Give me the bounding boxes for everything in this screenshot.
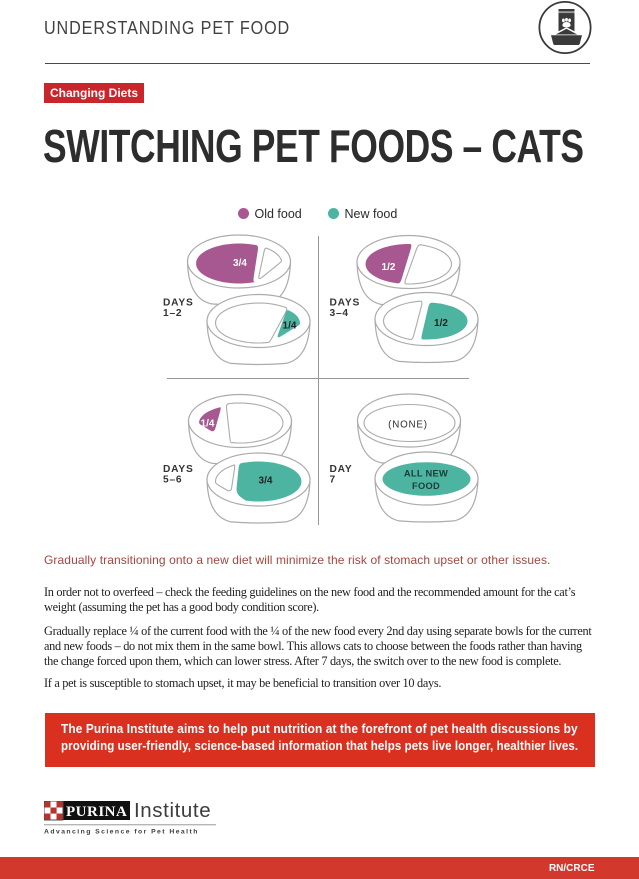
svg-text:DAYS: DAYS <box>163 298 194 309</box>
svg-text:7: 7 <box>330 475 336 486</box>
svg-text:3/4: 3/4 <box>259 476 273 487</box>
svg-text:1–2: 1–2 <box>163 308 182 319</box>
svg-text:3–4: 3–4 <box>330 308 349 319</box>
svg-text:(NONE): (NONE) <box>388 420 428 431</box>
svg-text:1/2: 1/2 <box>382 262 396 273</box>
svg-text:Institute: Institute <box>134 801 211 822</box>
svg-text:New food: New food <box>345 207 398 221</box>
svg-text:Old food: Old food <box>255 207 302 221</box>
svg-text:1/2: 1/2 <box>434 318 448 329</box>
svg-text:DAYS: DAYS <box>163 464 194 475</box>
svg-text:PURINA: PURINA <box>66 804 127 820</box>
svg-text:1/4: 1/4 <box>283 321 297 332</box>
svg-text:ALL NEW: ALL NEW <box>404 469 448 479</box>
svg-text:FOOD: FOOD <box>412 481 440 491</box>
svg-text:DAY: DAY <box>330 464 353 475</box>
svg-text:1/4: 1/4 <box>201 419 215 430</box>
svg-text:DAYS: DAYS <box>330 298 361 309</box>
svg-text:3/4: 3/4 <box>233 258 247 269</box>
svg-text:5–6: 5–6 <box>163 475 182 486</box>
svg-text:Advancing Science for Pet Heal: Advancing Science for Pet Health <box>44 829 199 836</box>
